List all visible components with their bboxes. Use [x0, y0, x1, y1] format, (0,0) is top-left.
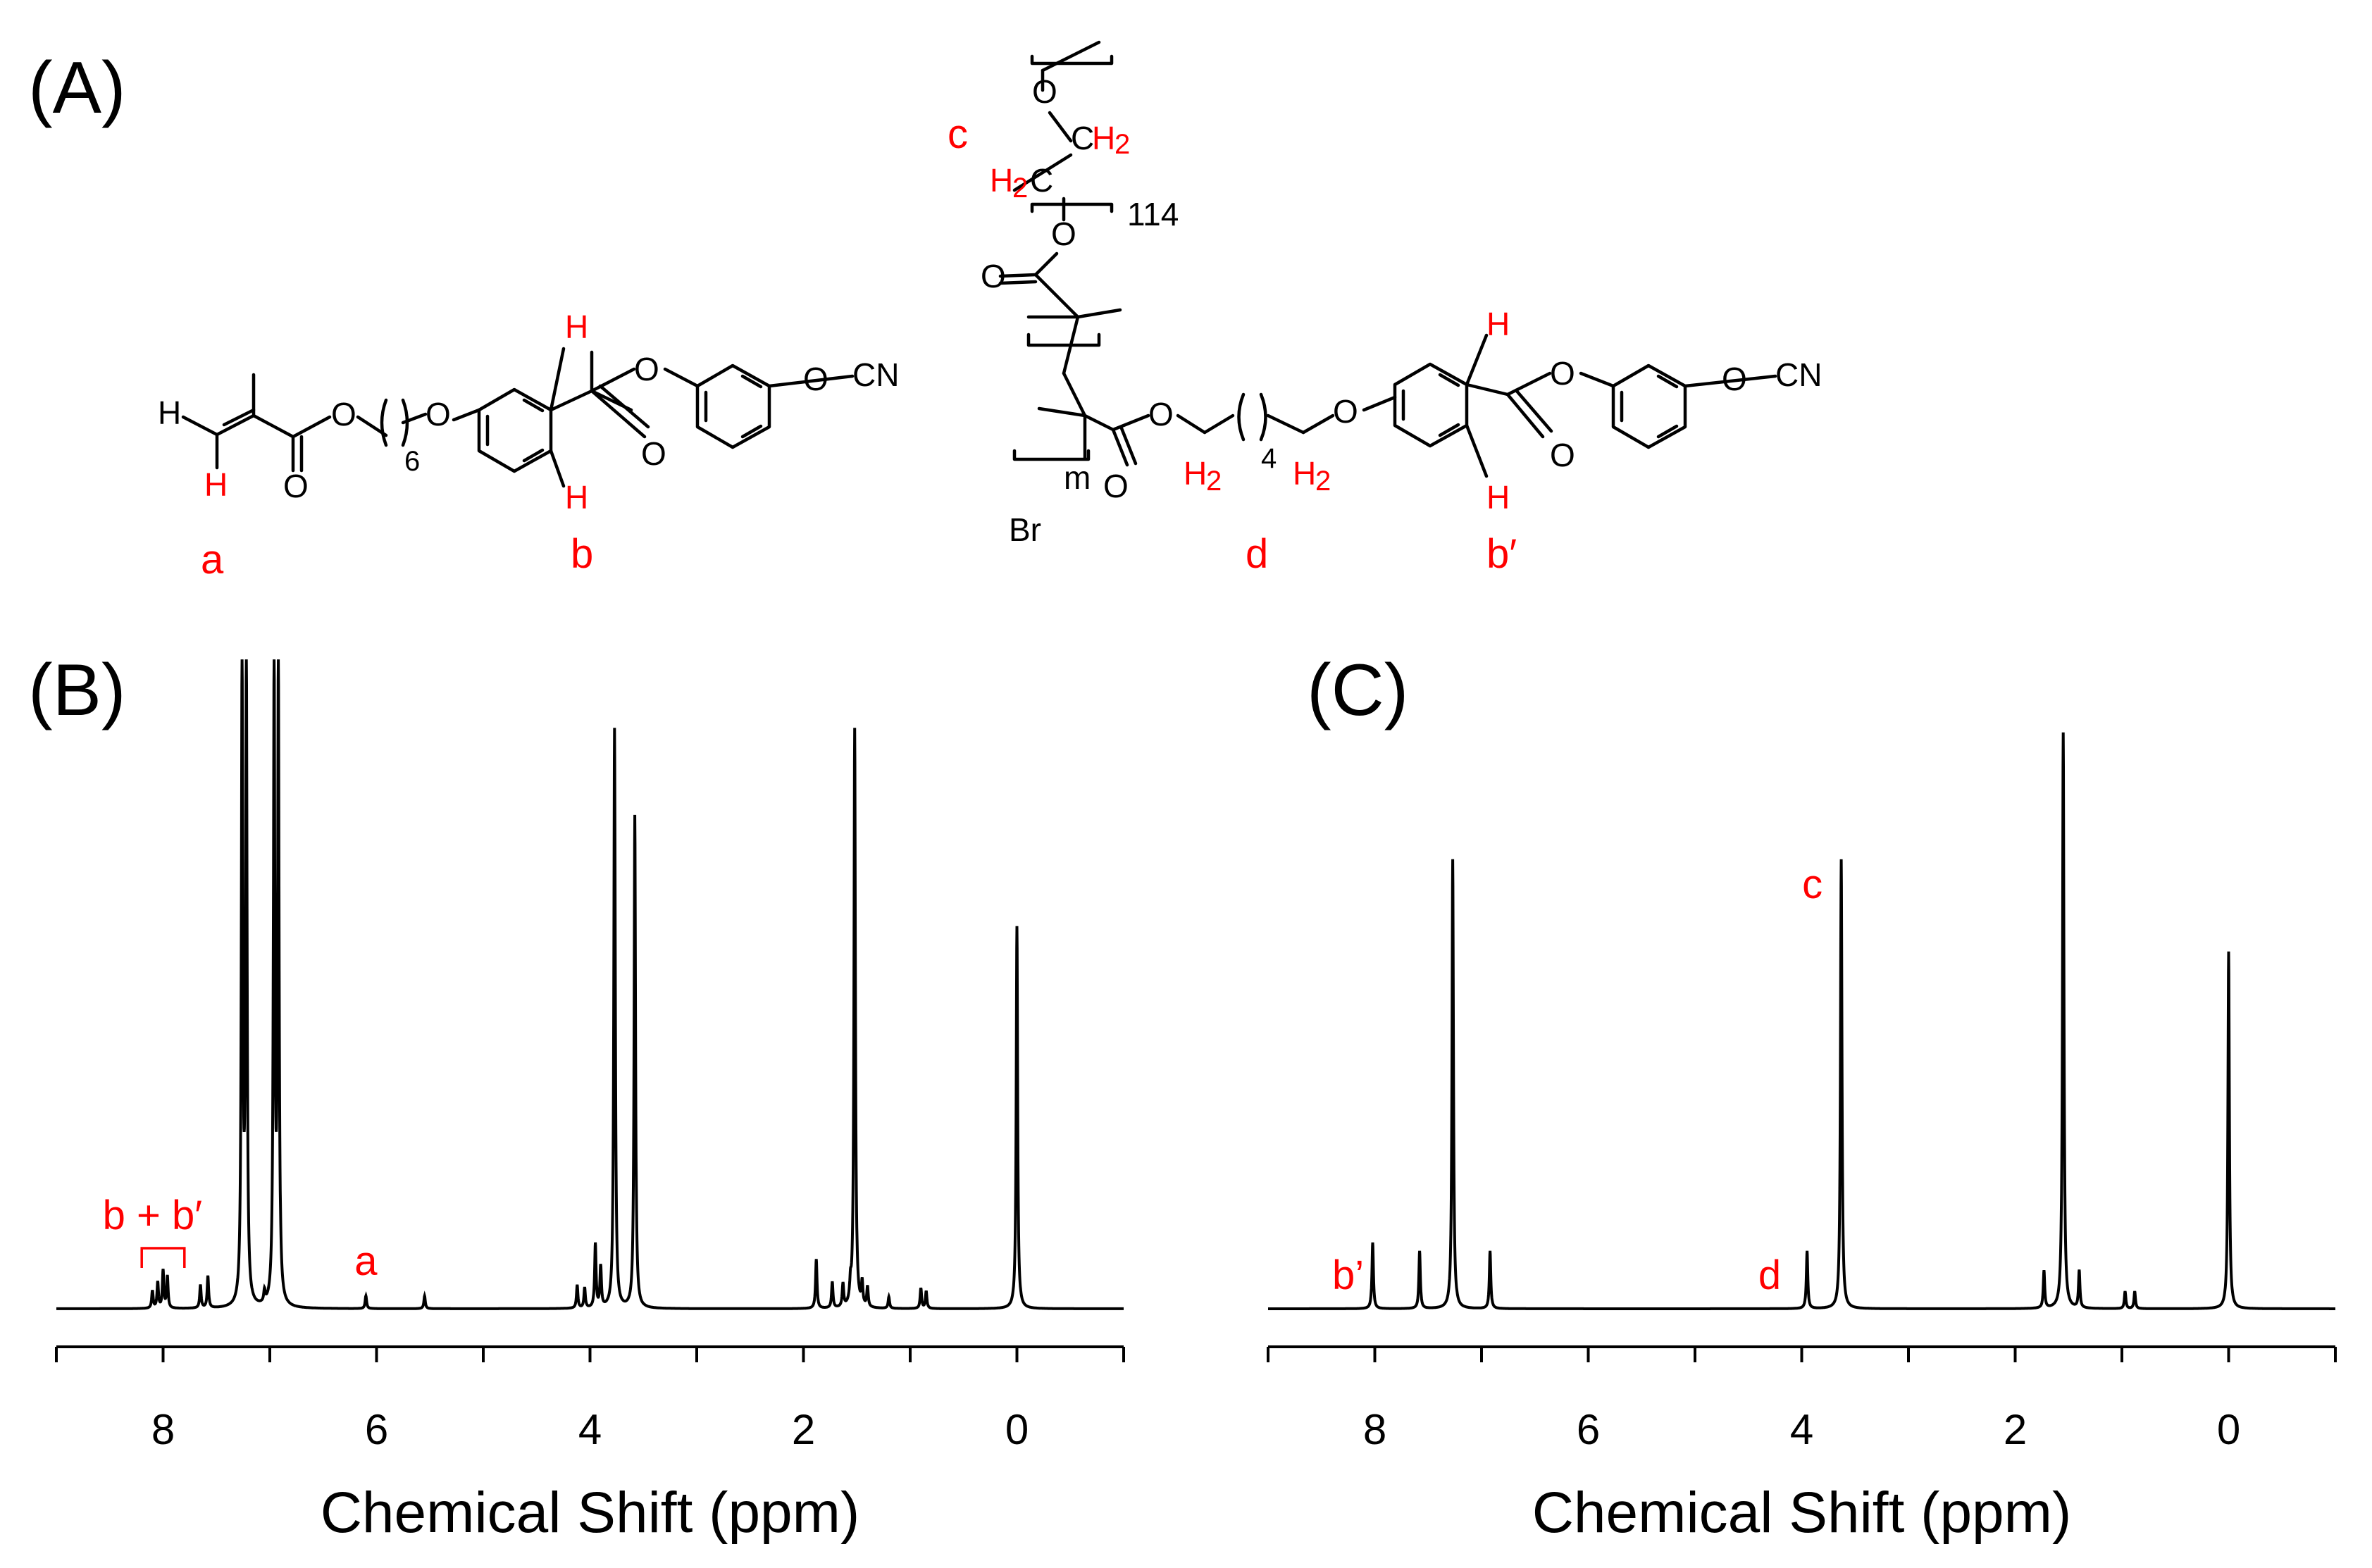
- atom-h-a: H: [204, 466, 228, 503]
- panel-label-a: (A): [28, 47, 126, 129]
- atom-o-peg-carbonyl: O: [981, 258, 1006, 294]
- tick-label: 4: [578, 1406, 602, 1453]
- panel-label-c: (C): [1307, 649, 1408, 731]
- spectrum-c-trace: [1268, 732, 2335, 1310]
- atom-cn-2: CN: [1775, 356, 1822, 393]
- atom-o-side-ester: O: [1148, 396, 1174, 433]
- atom-o-5: O: [641, 435, 666, 472]
- atom-o-peg: O: [1032, 73, 1057, 110]
- atom-h2-d1: H: [1184, 455, 1207, 492]
- atom-h-1: H: [158, 394, 181, 431]
- spectrum-c: 8 6 4 2 0 Chemical Shift (ppm) b’ d c: [1267, 732, 2337, 1545]
- repeat-4: 4: [1261, 443, 1277, 474]
- atom-o-6: O: [803, 361, 828, 397]
- atom-c-peg-1: C: [1071, 120, 1094, 156]
- atom-o-side-carbonyl: O: [1103, 468, 1129, 504]
- label-b: b: [571, 531, 593, 577]
- label-a: a: [201, 537, 224, 583]
- peak-annotation: d: [1758, 1252, 1781, 1298]
- atom-h2-peg-1: H: [1092, 120, 1115, 156]
- tick-label: 4: [1790, 1406, 1813, 1453]
- tick-label: 0: [2217, 1406, 2240, 1453]
- peak-annotation: b’: [1332, 1252, 1364, 1298]
- tick-label: 8: [151, 1406, 175, 1453]
- spectrum-c-annotations: b’ d c: [1332, 861, 1823, 1298]
- spectrum-b-trace: [56, 659, 1124, 1310]
- atom-o-peg-ester: O: [1051, 216, 1076, 252]
- atom-o-side-carbonyl-2: O: [1550, 437, 1575, 473]
- spectrum-b-bracket: [140, 1247, 186, 1268]
- atom-cn-1: CN: [852, 356, 899, 393]
- atom-h2-peg-2-sub: 2: [1012, 173, 1028, 204]
- tick-label: 6: [1577, 1406, 1600, 1453]
- repeat-114: 114: [1127, 196, 1179, 232]
- atom-o-3: O: [426, 396, 451, 433]
- atom-o-4: O: [634, 351, 659, 387]
- tick-label: 2: [2004, 1406, 2027, 1453]
- atom-o-side-ether: O: [1333, 393, 1358, 430]
- spectrum-b-ticks: [55, 1347, 1125, 1362]
- atom-o-side-ester-2: O: [1550, 355, 1575, 392]
- atom-c-peg-2: C: [1030, 162, 1053, 199]
- atom-h2-d2: H: [1293, 455, 1316, 492]
- atom-h-b-top: H: [565, 309, 588, 345]
- atom-h-b-bottom: H: [565, 479, 588, 516]
- spectrum-b-xlabel: Chemical Shift (ppm): [321, 1481, 860, 1545]
- repeat-6: 6: [404, 446, 420, 477]
- tick-label: 2: [792, 1406, 815, 1453]
- spectrum-c-tick-labels: 8 6 4 2 0: [1363, 1406, 2240, 1453]
- atom-h2-d1-sub: 2: [1206, 466, 1222, 497]
- panel-label-b: (B): [28, 649, 126, 731]
- repeat-m: m: [1064, 459, 1091, 496]
- peak-annotation: c: [1802, 861, 1823, 907]
- tick-label: 6: [365, 1406, 388, 1453]
- polymer-structure: O C H 2 H 2 C O O Br m O O H 2 4 H 2 O H…: [948, 40, 1822, 577]
- monomer-structure: H H O O 6 O H H O O O CN a b: [158, 309, 899, 583]
- tick-label: 0: [1005, 1406, 1029, 1453]
- spectrum-b-annotations: b + b′ a: [103, 1193, 378, 1284]
- atom-h-bprime-top: H: [1486, 306, 1510, 342]
- spectrum-b-tick-labels: 8 6 4 2 0: [151, 1406, 1029, 1453]
- peak-annotation: a: [354, 1238, 378, 1284]
- spectrum-c-ticks: [1267, 1347, 2337, 1362]
- atom-br: Br: [1009, 511, 1041, 548]
- label-bprime-structure: b′: [1486, 531, 1517, 577]
- atom-h2-peg-2: H: [990, 162, 1013, 199]
- spectrum-b: 8 6 4 2 0 Chemical Shift (ppm) b + b′ a: [55, 659, 1125, 1545]
- atom-o-2: O: [283, 468, 309, 504]
- peak-annotation: b + b′: [103, 1193, 203, 1238]
- spectrum-c-xlabel: Chemical Shift (ppm): [1532, 1481, 2072, 1545]
- tick-label: 8: [1363, 1406, 1386, 1453]
- label-d-structure: d: [1246, 531, 1268, 577]
- atom-h2-peg-1-sub: 2: [1114, 129, 1130, 160]
- label-c-structure: c: [948, 111, 968, 157]
- atom-h-bprime-bottom: H: [1486, 479, 1510, 516]
- atom-o-side-3: O: [1722, 361, 1747, 397]
- atom-h2-d2-sub: 2: [1315, 466, 1331, 497]
- atom-o-1: O: [331, 396, 356, 433]
